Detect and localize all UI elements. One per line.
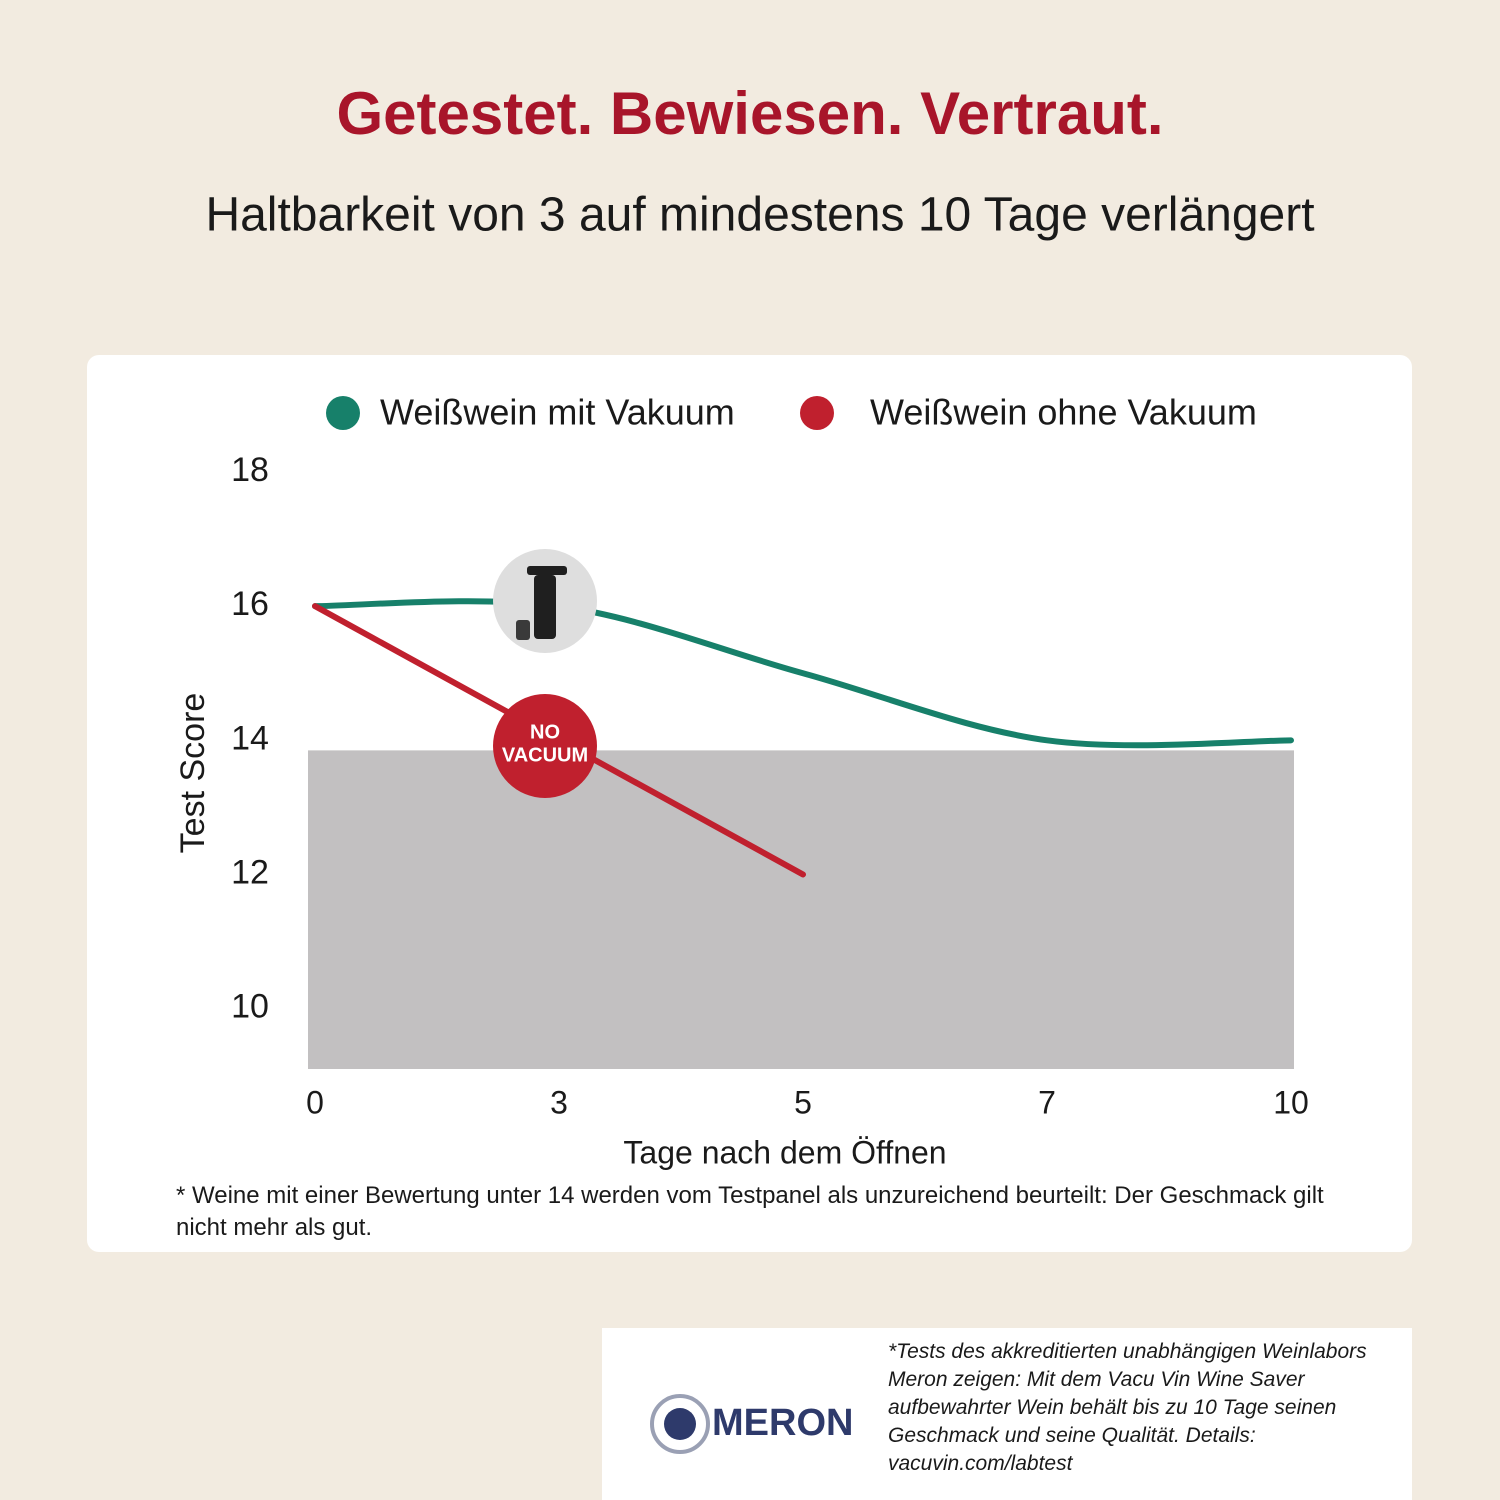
logo-text: MERON — [712, 1402, 853, 1444]
source-text: *Tests des akkreditierten unabhängigen W… — [888, 1340, 1367, 1475]
y-tick-label: 14 — [231, 719, 269, 757]
x-tick-label: 5 — [794, 1084, 812, 1120]
badge-text: VACUUM — [502, 744, 588, 766]
legend-marker — [800, 396, 834, 430]
badge — [493, 694, 597, 798]
legend-marker — [326, 396, 360, 430]
legend-label: Weißwein mit Vakuum — [380, 392, 735, 433]
y-tick-label: 18 — [231, 451, 269, 489]
series-line — [312, 598, 1294, 749]
y-tick-label: 10 — [231, 988, 269, 1026]
subtitle: Haltbarkeit von 3 auf mindestens 10 Tage… — [205, 189, 1314, 242]
x-axis-label: Tage nach dem Öffnen — [623, 1134, 946, 1170]
x-tick-label: 0 — [306, 1084, 324, 1120]
x-tick-label: 3 — [550, 1084, 568, 1120]
stopper-body — [534, 575, 556, 639]
stopper-plug — [516, 620, 530, 640]
x-tick-label: 7 — [1038, 1084, 1056, 1120]
source-card — [602, 1328, 1412, 1500]
stopper-top — [527, 566, 567, 575]
title: Getestet. Bewiesen. Vertraut. — [337, 80, 1164, 147]
logo-ring — [650, 1394, 710, 1454]
y-tick-label: 12 — [231, 853, 269, 891]
legend-label: Weißwein ohne Vakuum — [870, 392, 1257, 433]
y-tick-label: 16 — [231, 585, 269, 623]
y-axis-label: Test Score — [174, 693, 212, 854]
footnote: * Weine mit einer Bewertung unter 14 wer… — [176, 1182, 1324, 1241]
x-tick-label: 10 — [1273, 1084, 1309, 1120]
logo: MERON — [650, 1394, 853, 1454]
stopper-icon — [493, 549, 597, 653]
logo-dot — [664, 1408, 696, 1440]
badge-text: NO — [530, 721, 560, 743]
shaded-band — [308, 750, 1294, 1069]
